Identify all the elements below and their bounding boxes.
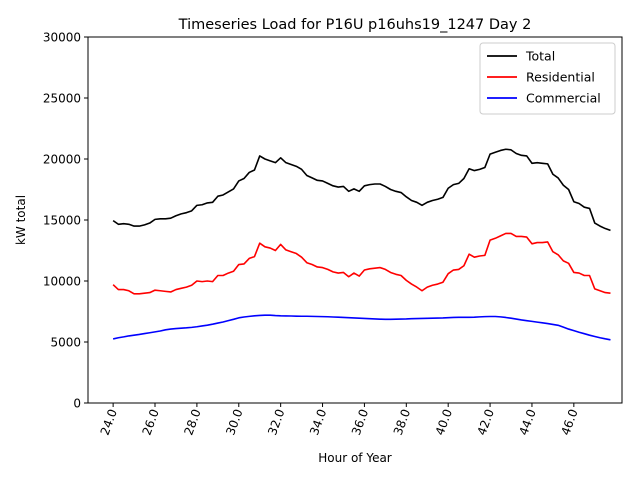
series-line-total bbox=[112, 148, 611, 232]
legend: Total Residential Commercial bbox=[479, 42, 616, 115]
series-line-residential bbox=[112, 232, 611, 295]
x-axis-label: Hour of Year bbox=[318, 451, 392, 465]
x-tick-label: 30.0 bbox=[223, 407, 245, 437]
legend-label-total: Total bbox=[525, 49, 555, 64]
series-layer bbox=[112, 148, 611, 341]
legend-label-commercial: Commercial bbox=[526, 91, 601, 106]
x-tick-label: 26.0 bbox=[140, 407, 162, 437]
y-tick-label: 15000 bbox=[43, 214, 81, 228]
x-tick-label: 38.0 bbox=[391, 407, 413, 437]
y-tick-label: 30000 bbox=[43, 31, 81, 45]
y-tick-label: 25000 bbox=[43, 92, 81, 106]
x-tick-label: 42.0 bbox=[475, 407, 497, 437]
y-tick-label: 5000 bbox=[50, 336, 81, 350]
legend-label-residential: Residential bbox=[526, 70, 595, 85]
y-tick-label: 10000 bbox=[43, 275, 81, 289]
x-tick-label: 46.0 bbox=[558, 407, 580, 437]
plot-frame bbox=[87, 36, 623, 404]
chart-title: Timeseries Load for P16U p16uhs19_1247 D… bbox=[178, 17, 532, 33]
x-tick-label: 28.0 bbox=[181, 407, 203, 437]
x-tick-label: 32.0 bbox=[265, 407, 287, 437]
y-axis-label: kW total bbox=[14, 195, 28, 245]
x-tick-label: 44.0 bbox=[516, 407, 538, 437]
x-tick-label: 40.0 bbox=[433, 407, 455, 437]
legend-box bbox=[479, 42, 616, 115]
x-tick-label: 36.0 bbox=[349, 407, 371, 437]
x-tick-label: 24.0 bbox=[98, 407, 120, 437]
y-tick-label: 0 bbox=[73, 397, 81, 411]
x-tick-label: 34.0 bbox=[307, 407, 329, 437]
axes-layer: 0 5000 10000 15000 20000 25000 30000 24.0 26.0 28… bbox=[43, 31, 581, 438]
y-tick-label: 20000 bbox=[43, 153, 81, 167]
series-line-commercial bbox=[112, 314, 611, 341]
